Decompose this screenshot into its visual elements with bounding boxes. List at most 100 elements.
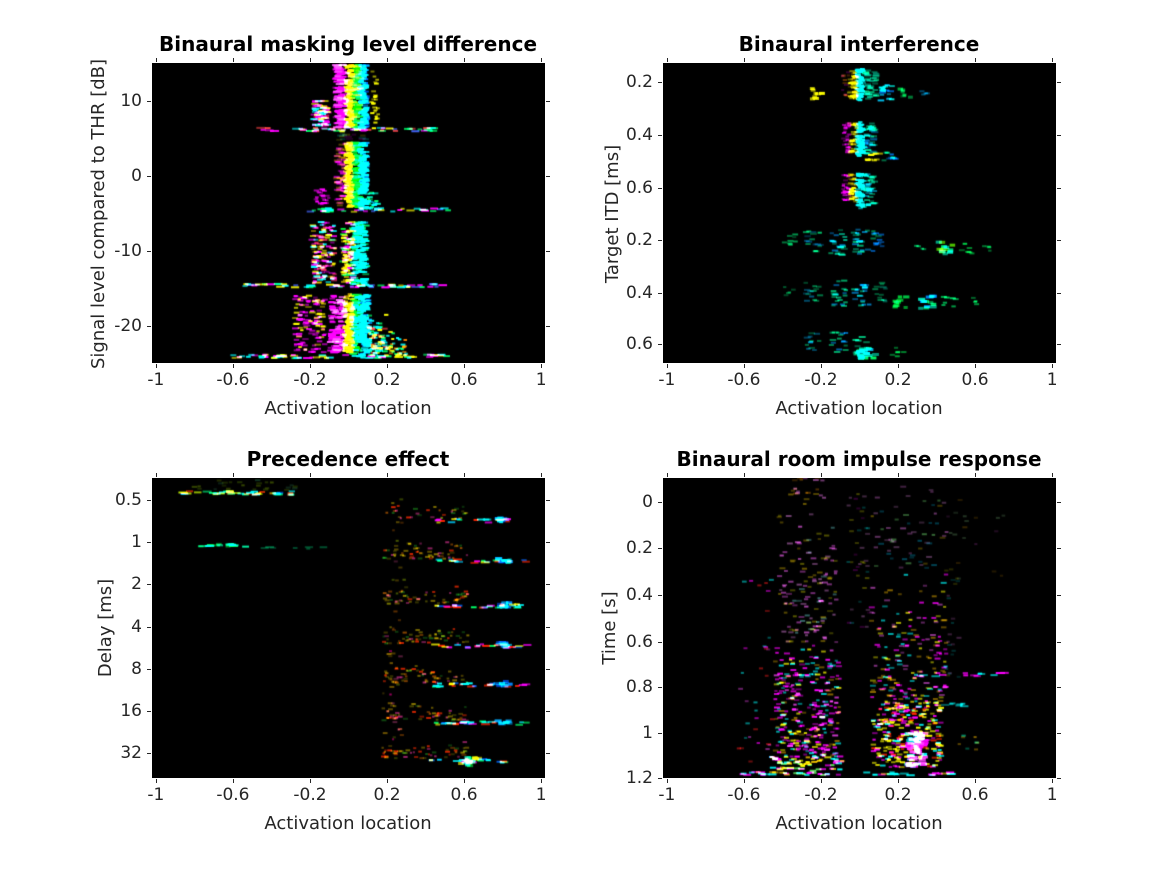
tick-mark	[541, 58, 543, 62]
tick-mark	[147, 325, 151, 327]
x-tick-label: 1	[1046, 370, 1058, 390]
tick-mark	[387, 58, 389, 62]
x-tick-label: 0.2	[373, 370, 401, 390]
tick-mark	[1057, 293, 1061, 295]
y-tick-label: 0.2	[625, 71, 653, 92]
x-tick-label: 0.6	[961, 370, 989, 390]
x-tick-label: 1	[535, 370, 547, 390]
tick-mark	[464, 779, 466, 783]
tick-mark	[1052, 364, 1054, 368]
tick-mark	[155, 364, 157, 368]
tick-mark	[743, 364, 745, 368]
tick-mark	[546, 753, 550, 755]
y-tick-label: 0.6	[625, 632, 653, 653]
tick-mark	[147, 627, 151, 629]
tick-mark	[658, 293, 662, 295]
tick-mark	[546, 541, 550, 543]
tick-mark	[464, 364, 466, 368]
y-tick-label: 0.8	[625, 677, 653, 698]
tick-mark	[147, 753, 151, 755]
tick-mark	[546, 325, 550, 327]
x-tick-label: -1	[658, 370, 676, 390]
tick-mark	[147, 100, 151, 102]
tick-mark	[898, 364, 900, 368]
tick-mark	[743, 779, 745, 783]
plot-canvas-bmld	[152, 63, 545, 363]
tick-mark	[1052, 473, 1054, 477]
x-tick-label: -1	[658, 785, 676, 805]
y-tick-label: 16	[120, 701, 142, 722]
tick-mark	[1057, 81, 1061, 83]
tick-mark	[1057, 188, 1061, 190]
tick-mark	[1057, 778, 1061, 779]
y-tick-label: 0	[131, 165, 142, 186]
tick-mark	[820, 58, 822, 62]
tick-mark	[666, 364, 668, 368]
tick-mark	[658, 687, 662, 689]
x-tick-label: -0.2	[804, 785, 838, 805]
x-tick-label: -0.6	[216, 785, 250, 805]
x-tick-label: -1	[147, 785, 165, 805]
x-tick-label: -0.2	[293, 370, 327, 390]
y-tick-label: 1	[642, 723, 653, 743]
tick-mark	[658, 240, 662, 241]
x-tick-label: 0.2	[373, 785, 401, 805]
tick-mark	[975, 473, 977, 477]
tick-mark	[232, 364, 234, 368]
plot-canvas-binaural-interference	[663, 63, 1056, 363]
tick-mark	[147, 250, 151, 252]
tick-mark	[387, 364, 389, 368]
tick-mark	[541, 779, 543, 783]
tick-mark	[1057, 642, 1061, 644]
y-tick-label: 0.6	[625, 334, 653, 355]
y-tick-label: 0	[642, 492, 653, 512]
panel-title: Binaural masking level difference	[158, 32, 538, 56]
tick-mark	[1052, 58, 1054, 62]
y-tick-label: 10	[120, 90, 142, 111]
x-tick-label: 0.2	[884, 370, 912, 390]
y-tick-label: 1	[131, 531, 142, 552]
tick-mark	[147, 175, 151, 177]
tick-mark	[147, 711, 151, 713]
y-tick-label: 0.5	[114, 489, 142, 510]
tick-mark	[658, 135, 662, 136]
panel-title: Precedence effect	[246, 447, 450, 471]
tick-mark	[546, 250, 550, 252]
y-tick-label: 0.4	[625, 585, 653, 605]
tick-mark	[1057, 595, 1061, 596]
y-tick-label: 2	[131, 573, 142, 594]
x-tick-label: 0.6	[450, 370, 478, 390]
tick-mark	[975, 779, 977, 783]
tick-mark	[232, 473, 234, 477]
tick-mark	[658, 595, 662, 596]
y-tick-label: 32	[120, 743, 142, 764]
tick-mark	[546, 669, 550, 671]
x-tick-label: -0.6	[727, 370, 761, 390]
tick-mark	[546, 627, 550, 629]
tick-mark	[666, 779, 668, 783]
panel-title: Binaural interference	[738, 32, 980, 56]
tick-mark	[1057, 135, 1061, 136]
x-tick-label: 0.6	[450, 785, 478, 805]
tick-mark	[658, 733, 662, 734]
tick-mark	[820, 364, 822, 368]
tick-mark	[658, 547, 662, 549]
tick-mark	[541, 364, 543, 368]
tick-mark	[658, 502, 662, 503]
y-tick-label: -20	[114, 315, 142, 336]
tick-mark	[658, 188, 662, 190]
tick-mark	[666, 58, 668, 62]
tick-mark	[1057, 344, 1061, 346]
tick-mark	[147, 541, 151, 543]
y-tick-label: 0.2	[625, 230, 653, 250]
tick-mark	[666, 473, 668, 477]
tick-mark	[658, 642, 662, 644]
tick-mark	[309, 58, 311, 62]
y-tick-label: 8	[131, 659, 142, 680]
x-tick-label: 0.6	[961, 785, 989, 805]
y-tick-label: 0.4	[625, 283, 653, 304]
y-tick-label: 0.6	[625, 178, 653, 199]
tick-mark	[1057, 733, 1061, 734]
x-tick-label: -0.2	[804, 370, 838, 390]
